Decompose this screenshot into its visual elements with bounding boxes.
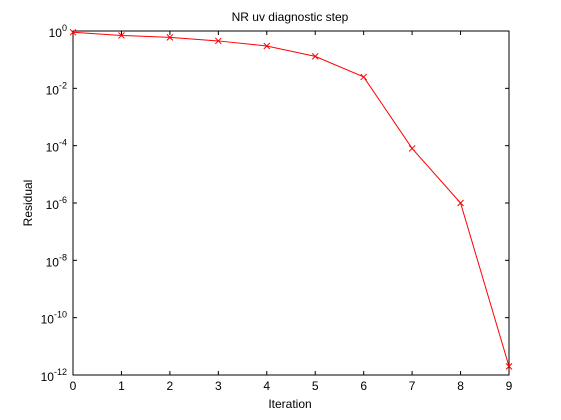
y-tick-exponent: -6 bbox=[59, 195, 67, 205]
y-tick-label: 10-8 bbox=[46, 252, 67, 269]
y-tick-label: 100 bbox=[49, 23, 67, 40]
x-tick-label: 7 bbox=[409, 379, 416, 393]
y-tick-base: 10 bbox=[46, 83, 60, 97]
x-tick-label: 2 bbox=[167, 379, 174, 393]
y-tick-base: 10 bbox=[46, 255, 60, 269]
y-tick-label: 10-6 bbox=[46, 195, 67, 212]
data-point-marker bbox=[263, 42, 271, 50]
x-tick-label: 9 bbox=[506, 379, 513, 393]
y-tick-exponent: -4 bbox=[59, 138, 67, 148]
residual-line bbox=[72, 31, 510, 367]
data-point-marker bbox=[311, 53, 319, 60]
y-tick-label: 10-12 bbox=[41, 367, 67, 384]
data-point-marker bbox=[69, 28, 77, 36]
y-tick-base: 10 bbox=[49, 26, 63, 40]
series-line bbox=[69, 28, 513, 370]
data-point-marker bbox=[118, 32, 125, 39]
x-axis-label: Iteration bbox=[268, 397, 311, 411]
plot-area bbox=[72, 30, 510, 376]
x-ticks: 0 1 2 3 4 5 6 7 8 9 bbox=[70, 31, 513, 393]
y-axis-label: Residual bbox=[21, 180, 35, 227]
data-point-marker bbox=[505, 363, 513, 370]
y-tick-exponent: -10 bbox=[54, 310, 67, 320]
x-tick-label: 8 bbox=[457, 379, 464, 393]
data-point-marker bbox=[457, 199, 464, 207]
data-point-marker bbox=[360, 73, 368, 81]
x-tick-label: 0 bbox=[70, 379, 77, 393]
y-tick-label: 10-2 bbox=[46, 80, 67, 97]
y-tick-exponent: -8 bbox=[59, 252, 67, 262]
data-point-marker bbox=[214, 37, 222, 45]
y-tick-exponent: -2 bbox=[59, 80, 67, 90]
data-point-marker bbox=[166, 34, 174, 41]
x-tick-label: 4 bbox=[263, 379, 270, 393]
x-tick-label: 1 bbox=[118, 379, 125, 393]
y-tick-label: 10-10 bbox=[41, 310, 67, 327]
chart-title: NR uv diagnostic step bbox=[232, 10, 349, 24]
y-tick-base: 10 bbox=[41, 313, 55, 327]
y-tick-exponent: 0 bbox=[62, 23, 67, 33]
y-tick-base: 10 bbox=[41, 370, 55, 384]
x-tick-label: 3 bbox=[215, 379, 222, 393]
x-tick-label: 5 bbox=[312, 379, 319, 393]
y-tick-exponent: -12 bbox=[54, 367, 67, 377]
data-point-marker bbox=[408, 145, 416, 152]
y-tick-label: 10-4 bbox=[46, 138, 67, 155]
x-tick-label: 6 bbox=[360, 379, 367, 393]
y-tick-base: 10 bbox=[46, 198, 60, 212]
y-tick-base: 10 bbox=[46, 141, 60, 155]
